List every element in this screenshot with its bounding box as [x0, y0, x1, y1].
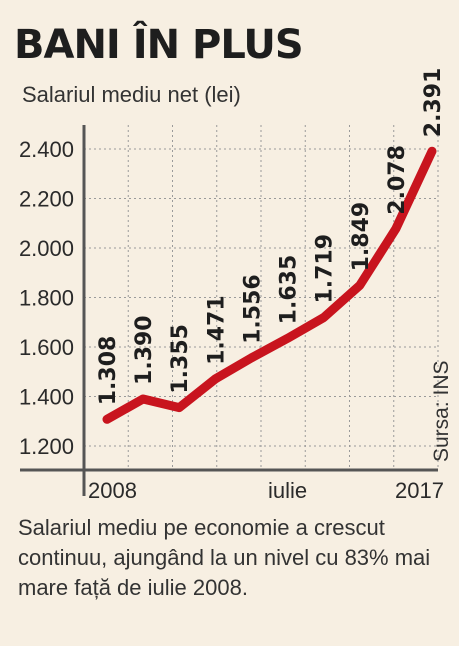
data-point [358, 283, 362, 287]
data-label: 1.355 [168, 324, 193, 394]
data-point [249, 356, 253, 360]
data-label: 1.556 [240, 274, 265, 344]
data-label: 2.078 [385, 145, 410, 215]
chart-caption: Salariul mediu pe economie a crescut con… [18, 515, 431, 600]
source-label: Sursa: INS [430, 360, 453, 462]
chart-subtitle: Salariul mediu net (lei) [22, 82, 241, 107]
data-label: 1.849 [349, 202, 374, 272]
data-point [394, 227, 398, 231]
y-tick-label: 2.200 [19, 187, 74, 212]
data-point [105, 417, 109, 421]
x-tick-label: 2017 [395, 478, 444, 503]
data-point [286, 336, 290, 340]
y-tick-label: 2.400 [19, 137, 74, 162]
y-tick-label: 2.000 [19, 236, 74, 261]
y-tick-label: 1.800 [19, 286, 74, 311]
data-point [213, 377, 217, 381]
y-tick-label: 1.600 [19, 335, 74, 360]
data-label: 2.391 [421, 68, 446, 138]
chart-title: BANI ÎN PLUS [14, 22, 304, 68]
data-point [430, 149, 434, 153]
x-tick-label: iulie [268, 478, 307, 503]
x-axis: 2008 iulie 2017 [20, 125, 444, 503]
series-line-path [102, 146, 437, 424]
y-tick-label: 1.400 [19, 385, 74, 410]
data-label: 1.635 [277, 255, 302, 325]
series-line [102, 146, 437, 424]
x-tick-label: 2008 [88, 478, 137, 503]
data-point [322, 316, 326, 320]
data-label: 1.390 [132, 315, 157, 385]
y-axis-ticks: 1.200 1.400 1.600 1.800 2.000 2.200 2.400 [19, 137, 74, 459]
data-label: 1.471 [204, 295, 229, 365]
data-point [177, 406, 181, 410]
data-point [141, 397, 145, 401]
data-label: 1.308 [96, 336, 121, 406]
data-label: 1.719 [313, 234, 338, 304]
data-labels: 1.308 1.390 1.355 1.471 1.556 1.635 1.719 1.849… [96, 68, 446, 406]
y-tick-label: 1.200 [19, 434, 74, 459]
